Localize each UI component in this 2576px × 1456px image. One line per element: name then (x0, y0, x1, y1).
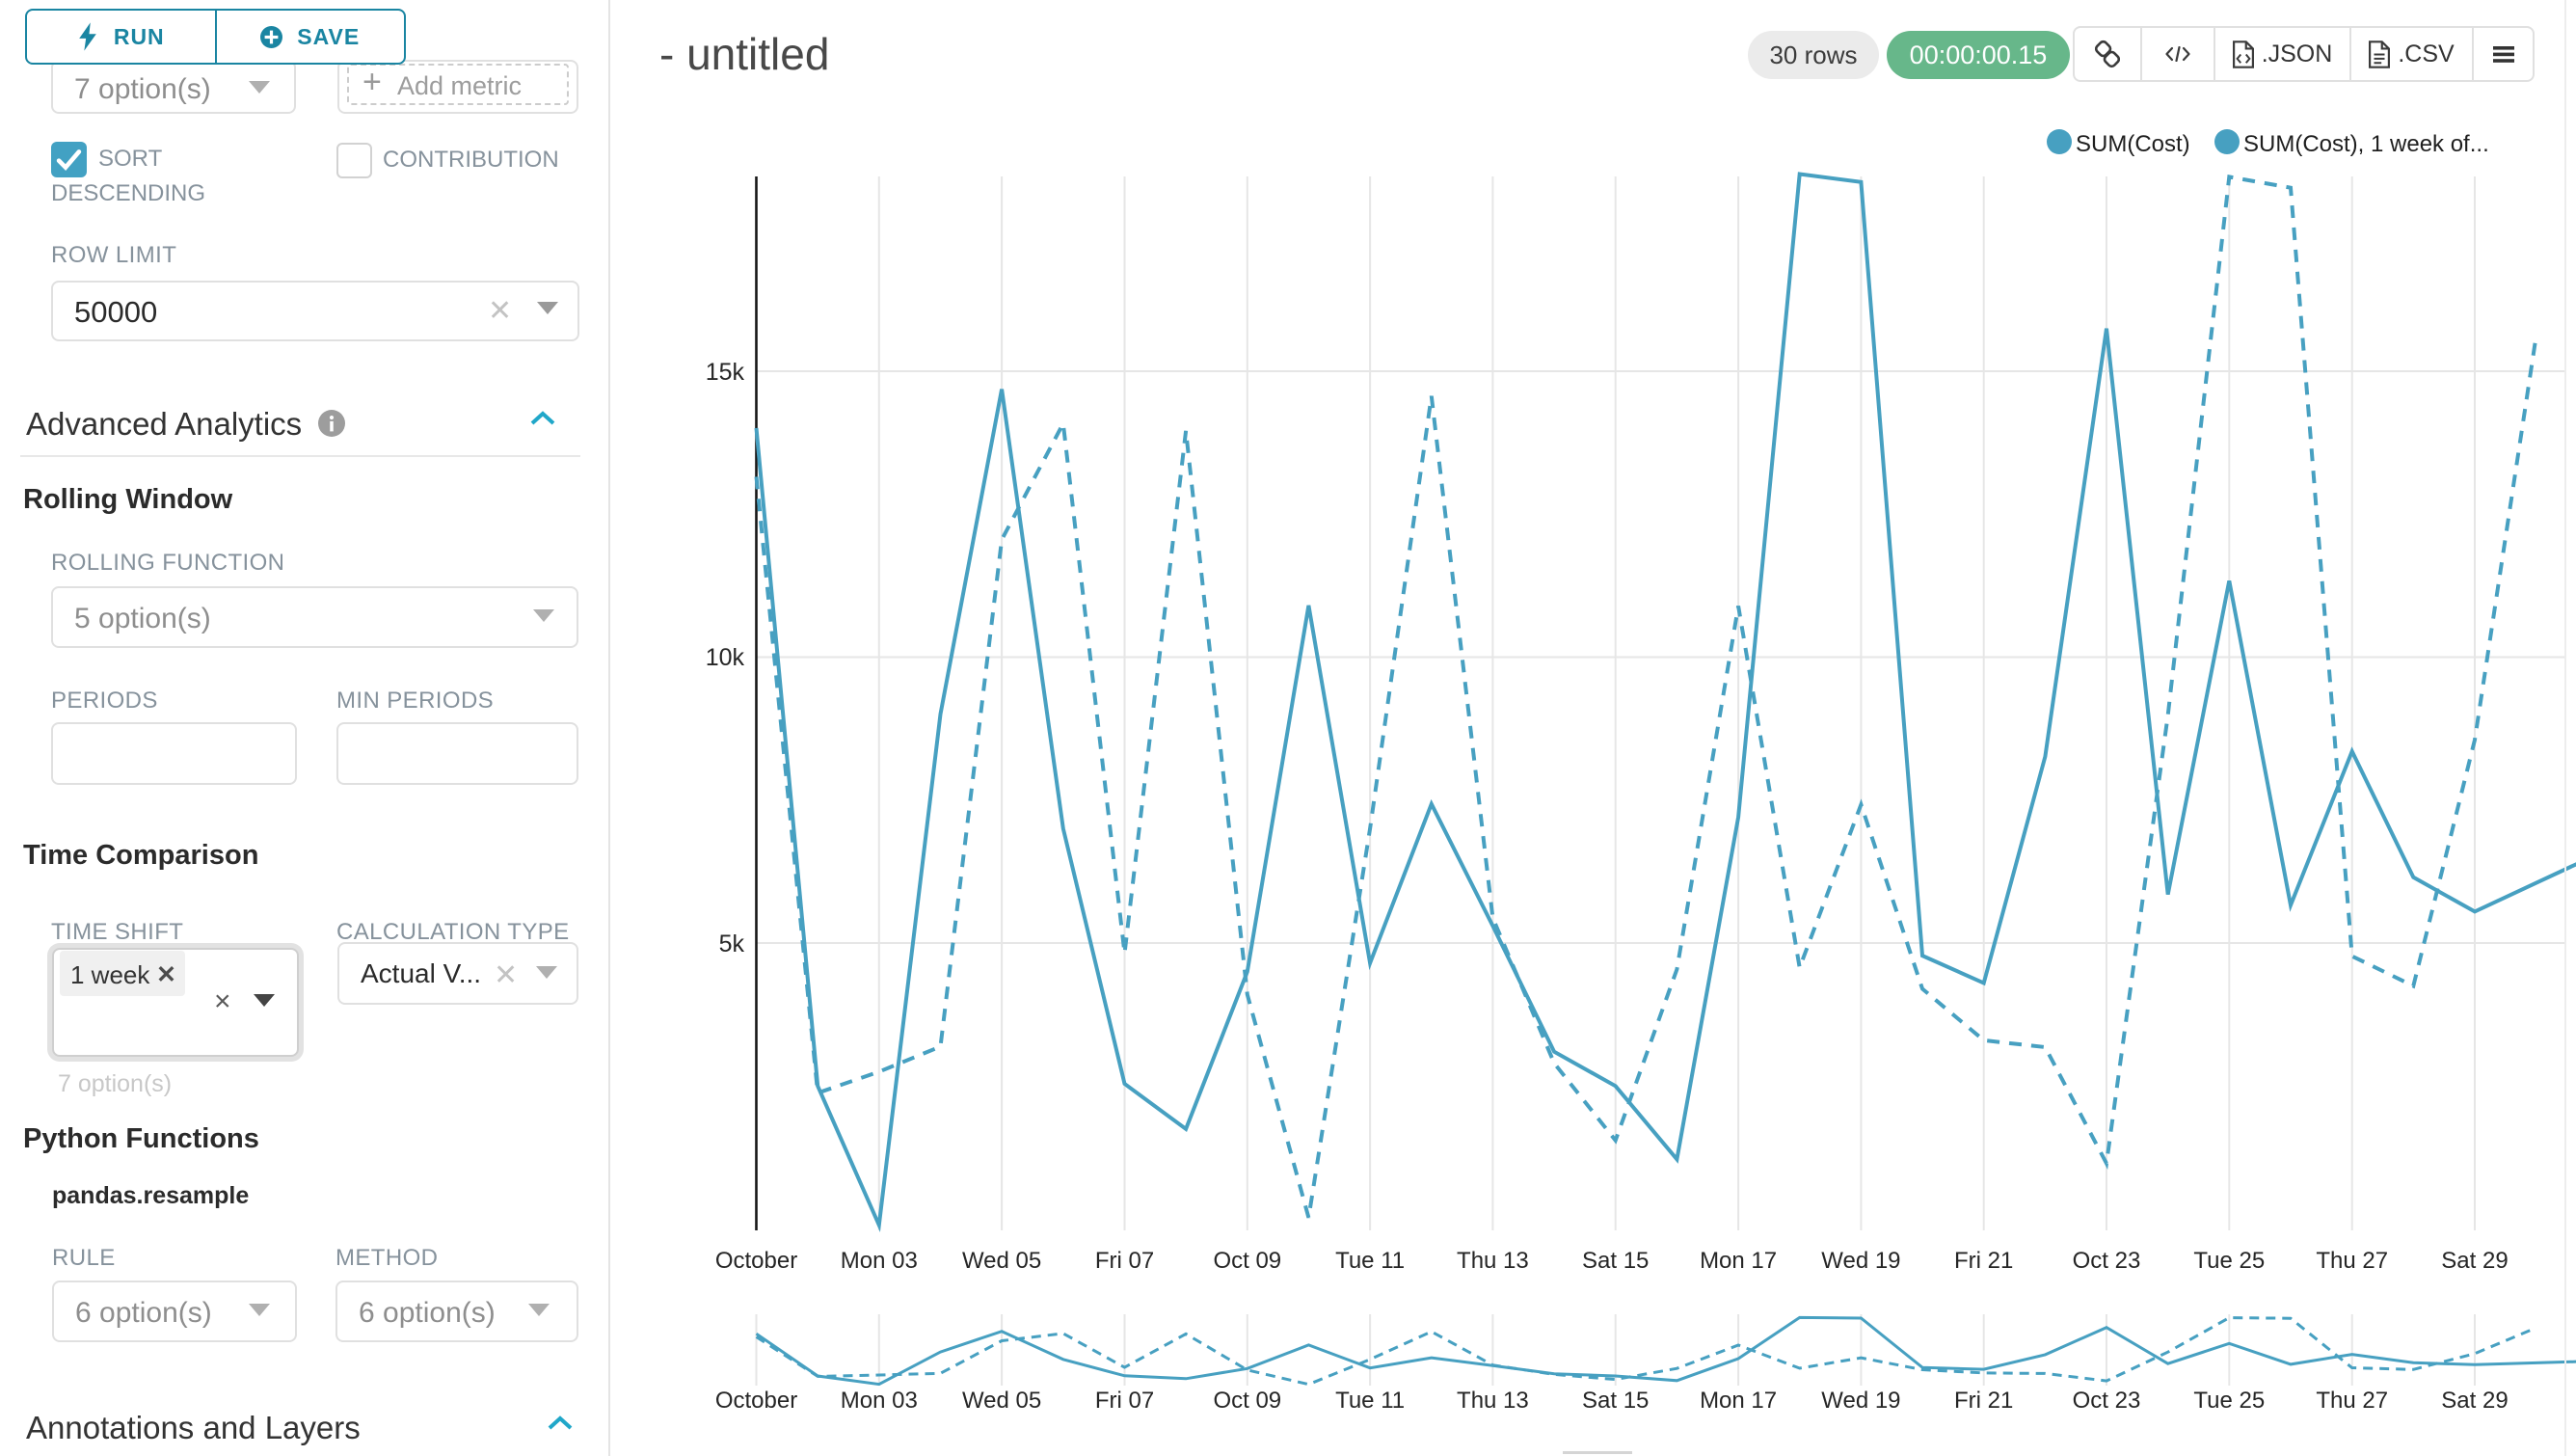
svg-text:Sat 29: Sat 29 (2441, 1248, 2508, 1274)
svg-text:SUM(Cost), 1 week of...: SUM(Cost), 1 week of... (2243, 131, 2489, 157)
svg-text:Thu 13: Thu 13 (1457, 1388, 1529, 1414)
svg-text:October: October (715, 1248, 797, 1274)
svg-text:October: October (715, 1388, 797, 1414)
svg-text:Fri 07: Fri 07 (1095, 1388, 1154, 1414)
svg-text:Tue 11: Tue 11 (1335, 1388, 1405, 1414)
svg-text:Thu 27: Thu 27 (2316, 1388, 2388, 1414)
svg-text:SUM(Cost): SUM(Cost) (2076, 131, 2190, 157)
svg-text:Thu 27: Thu 27 (2316, 1248, 2388, 1274)
svg-text:Mon 17: Mon 17 (1700, 1388, 1777, 1414)
svg-text:Fri 21: Fri 21 (1954, 1248, 2013, 1274)
svg-text:Wed 05: Wed 05 (962, 1248, 1041, 1274)
svg-text:Fri 07: Fri 07 (1095, 1248, 1154, 1274)
svg-text:Fri 21: Fri 21 (1954, 1388, 2013, 1414)
svg-text:Oct 23: Oct 23 (2073, 1248, 2141, 1274)
svg-text:15k: 15k (706, 359, 745, 386)
svg-text:Sat 15: Sat 15 (1582, 1388, 1649, 1414)
svg-text:Tue 25: Tue 25 (2193, 1388, 2265, 1414)
svg-text:10k: 10k (706, 644, 745, 671)
svg-text:Oct 09: Oct 09 (1213, 1388, 1281, 1414)
svg-text:Mon 03: Mon 03 (841, 1248, 918, 1274)
svg-text:Sat 15: Sat 15 (1582, 1248, 1649, 1274)
svg-text:Tue 25: Tue 25 (2193, 1248, 2265, 1274)
svg-text:Wed 19: Wed 19 (1821, 1248, 1900, 1274)
svg-text:Wed 05: Wed 05 (962, 1388, 1041, 1414)
svg-text:Mon 03: Mon 03 (841, 1388, 918, 1414)
svg-text:Thu 13: Thu 13 (1457, 1248, 1529, 1274)
svg-text:Mon 17: Mon 17 (1700, 1248, 1777, 1274)
svg-text:Oct 23: Oct 23 (2073, 1388, 2141, 1414)
svg-text:Wed 19: Wed 19 (1821, 1388, 1900, 1414)
svg-text:5k: 5k (719, 930, 745, 957)
svg-text:Sat 29: Sat 29 (2441, 1388, 2508, 1414)
svg-text:Tue 11: Tue 11 (1335, 1248, 1405, 1274)
svg-text:Oct 09: Oct 09 (1213, 1248, 1281, 1274)
